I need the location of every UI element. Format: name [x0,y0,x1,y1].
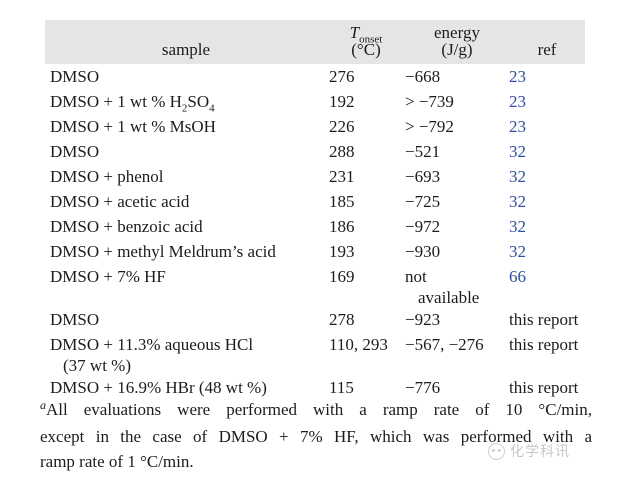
table-row: DMSO + acetic acid 185 −725 32 [45,189,585,214]
energy-label: energy [434,23,480,42]
table-row: DMSO 276 −668 23 [45,64,585,89]
watermark-logo-icon [488,442,505,460]
energy-cell: −725 [405,192,441,211]
table-row: DMSO + 1 wt % H2SO4 192 > −739 23 [45,89,585,114]
energy-cell: −776 [405,378,441,397]
onset-cell: 169 [329,267,355,286]
citation-link[interactable]: 32 [509,167,526,186]
watermark-text: 化学科讯 [510,444,570,460]
table-row: DMSO + 1 wt % MsOH 226 > −792 23 [45,114,585,139]
table-footnote: aAll evaluations were performed with a r… [40,397,592,474]
energy-cell: −693 [405,167,441,186]
table-row: DMSO + phenol 231 −693 32 [45,164,585,189]
sample-cell: DMSO + 1 wt % MsOH [50,117,216,136]
sample-cell: DMSO + phenol [50,167,164,186]
data-table: sample Tonset (°C) energy (J/g) ref DMSO… [45,20,585,400]
table-row: DMSO 278 −923 this report [45,307,585,332]
energy-cell: −521 [405,142,441,161]
energy-cell: > −792 [405,117,454,136]
onset-cell: 110, 293 [329,335,388,354]
table-header-row: sample Tonset (°C) energy (J/g) ref [45,20,585,64]
citation-link[interactable]: 32 [509,242,526,261]
column-header-sample: sample [161,40,211,59]
sample-cell: DMSO + methyl Meldrum’s acid [50,242,276,261]
onset-cell: 185 [329,192,355,211]
footnote-marker: a [40,398,46,412]
watermark: 化学科讯 [488,441,570,461]
ref-cell: this report [509,310,579,329]
column-header-ref: ref [537,40,557,59]
citation-link[interactable]: 23 [509,92,526,111]
onset-cell: 226 [329,117,355,136]
energy-cell: −668 [405,67,441,86]
citation-link[interactable]: 32 [509,217,526,236]
onset-cell: 231 [329,167,355,186]
energy-cell: > −739 [405,92,454,111]
onset-cell: 276 [329,67,355,86]
footnote-line: ramp rate of 1 °C/min. [40,452,194,471]
onset-cell: 278 [329,310,355,329]
column-header-energy: energy (J/g) [405,24,509,58]
sample-cell: DMSO + 16.9% HBr (48 wt %) [50,378,267,397]
table-row: DMSO + benzoic acid 186 −972 32 [45,214,585,239]
footnote-line: aAll evaluations were performed with a r… [40,398,592,419]
table-row: DMSO + 16.9% HBr (48 wt %) 115 −776 this… [45,375,585,400]
sample-cell: DMSO + benzoic acid [50,217,203,236]
sample-cell: DMSO [50,142,100,161]
sample-cell: DMSO [50,310,100,329]
citation-link[interactable]: 32 [509,142,526,161]
sample-cell: DMSO + 1 wt % H2SO4 [50,92,215,115]
energy-cell: −567, −276 [405,335,484,354]
onset-cell: 192 [329,92,355,111]
onset-cell: 193 [329,242,355,261]
sample-cell: DMSO + 11.3% aqueous HCl (37 wt %) [50,335,254,375]
onset-cell: 115 [329,378,354,397]
energy-cell: −923 [405,310,441,329]
citation-link[interactable]: 23 [509,117,526,136]
sample-cell: DMSO [50,67,100,86]
energy-cell: −972 [405,217,441,236]
citation-link[interactable]: 23 [509,67,526,86]
table-row: DMSO 288 −521 32 [45,139,585,164]
sample-cell: DMSO + acetic acid [50,192,190,211]
table-row: DMSO + 11.3% aqueous HCl (37 wt %) 110, … [45,332,585,375]
onset-cell: 288 [329,142,355,161]
citation-link[interactable]: 66 [509,267,526,286]
footnote-line: except in the case of DMSO + 7% HF, whic… [40,427,592,446]
ref-cell: this report [509,335,579,354]
tonset-symbol: Tonset [349,23,383,46]
table-row: DMSO + methyl Meldrum’s acid 193 −930 32 [45,239,585,264]
sample-cell: DMSO + 7% HF [50,267,166,286]
ref-cell: this report [509,378,579,397]
tonset-unit: (°C) [351,40,381,59]
energy-unit: (J/g) [441,40,473,59]
table-row: DMSO + 7% HF 169 not available 66 [45,264,585,307]
onset-cell: 186 [329,217,355,236]
citation-link[interactable]: 32 [509,192,526,211]
energy-cell: −930 [405,242,441,261]
energy-cell: not available [405,267,480,307]
column-header-tonset: Tonset (°C) [327,24,405,58]
